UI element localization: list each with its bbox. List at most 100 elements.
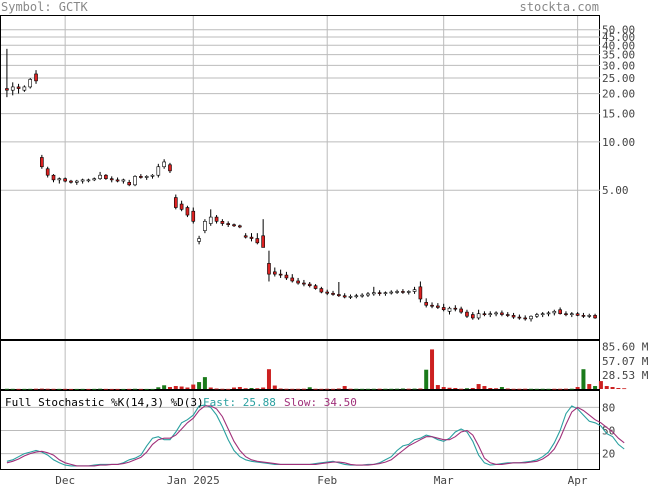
volume-bar bbox=[529, 388, 534, 390]
volume-bar bbox=[232, 387, 237, 389]
candle-body bbox=[98, 174, 102, 179]
candle-body bbox=[226, 223, 231, 225]
volume-bar bbox=[610, 387, 615, 389]
candle-body bbox=[220, 221, 225, 224]
volume-tick-label: 28.53 M bbox=[602, 369, 649, 382]
candle-body bbox=[121, 179, 126, 182]
candle-body bbox=[296, 280, 300, 284]
candlesticks bbox=[5, 48, 597, 322]
volume-bar bbox=[505, 388, 510, 390]
price-tick-label: 50.00 bbox=[602, 24, 635, 37]
candle-body bbox=[366, 293, 370, 296]
volume-bar bbox=[237, 387, 242, 389]
volume-bar bbox=[138, 388, 143, 390]
volume-bar bbox=[34, 388, 39, 390]
candle-body bbox=[63, 178, 67, 182]
volume-bar bbox=[191, 384, 196, 389]
price-tick-label: 25.00 bbox=[602, 72, 635, 85]
volume-bar bbox=[464, 388, 469, 390]
candle-body bbox=[581, 315, 586, 317]
candle-body bbox=[546, 312, 551, 315]
price-tick-label: 35.00 bbox=[602, 49, 635, 62]
candle-body bbox=[69, 180, 73, 183]
candle-body bbox=[406, 291, 411, 293]
candle-body bbox=[517, 316, 522, 319]
candle-body bbox=[115, 179, 120, 182]
volume-bar bbox=[459, 388, 464, 390]
candle-body bbox=[74, 180, 79, 183]
price-panel-frame bbox=[0, 15, 600, 340]
candle-body bbox=[156, 166, 161, 176]
volume-bar bbox=[92, 388, 97, 390]
candle-body bbox=[593, 315, 597, 319]
candle-body bbox=[564, 313, 568, 316]
volume-bar bbox=[80, 388, 85, 390]
volume-bar bbox=[115, 388, 120, 390]
candle-body bbox=[441, 307, 446, 311]
volume-bar bbox=[197, 382, 202, 389]
volume-bar bbox=[476, 384, 481, 389]
candle-body bbox=[436, 305, 440, 308]
volume-panel-frame bbox=[0, 340, 600, 390]
candle-body bbox=[540, 313, 545, 316]
volume-bar bbox=[534, 388, 539, 390]
stochastic-fast-line bbox=[6, 404, 625, 467]
volume-bar bbox=[488, 388, 493, 389]
candle-body bbox=[360, 294, 364, 297]
candle-body bbox=[494, 312, 498, 315]
candle-body bbox=[16, 86, 21, 89]
candle-body bbox=[45, 168, 50, 176]
volume-bar bbox=[482, 386, 487, 389]
volume-bar bbox=[587, 384, 592, 389]
volume-bar bbox=[261, 387, 266, 389]
volume-bar bbox=[185, 387, 190, 389]
candle-body bbox=[179, 203, 184, 210]
candle-body bbox=[488, 313, 493, 316]
price-tick-label: 40.00 bbox=[602, 39, 635, 52]
volume-bar bbox=[255, 388, 260, 390]
candle-body bbox=[313, 285, 318, 289]
volume-bar bbox=[220, 388, 225, 390]
site-label: stockta.com bbox=[520, 0, 599, 14]
candle-body bbox=[144, 176, 149, 178]
stochastic-lines bbox=[6, 404, 625, 467]
candle-body bbox=[430, 304, 434, 307]
volume-bar bbox=[389, 388, 394, 390]
candle-body bbox=[208, 216, 213, 224]
candle-body bbox=[139, 176, 143, 178]
candle-body bbox=[319, 288, 324, 293]
volume-bar bbox=[383, 388, 388, 390]
stochastic-tick-label: 80 bbox=[602, 401, 615, 414]
volume-bar bbox=[249, 388, 254, 389]
candle-body bbox=[40, 157, 44, 168]
volume-bar bbox=[395, 388, 400, 390]
candle-body bbox=[150, 174, 155, 177]
candle-body bbox=[168, 164, 172, 172]
candle-body bbox=[214, 216, 219, 222]
volume-bar bbox=[162, 385, 167, 389]
volume-bar bbox=[28, 388, 33, 390]
candle-body bbox=[290, 277, 295, 282]
candle-body bbox=[552, 311, 557, 314]
candle-body bbox=[331, 292, 335, 295]
candle-body bbox=[51, 174, 56, 181]
volume-bar bbox=[342, 386, 347, 389]
volume-tick-label: 57.07 M bbox=[602, 355, 649, 368]
candle-body bbox=[191, 210, 196, 222]
symbol-label: Symbol: GCTK bbox=[1, 0, 88, 14]
volume-bar bbox=[103, 388, 108, 390]
candle-body bbox=[197, 238, 201, 242]
volume-bar bbox=[144, 388, 149, 390]
candle-body bbox=[284, 274, 289, 279]
volume-bar bbox=[499, 387, 504, 389]
volume-bar bbox=[412, 388, 417, 390]
candle-body bbox=[267, 263, 271, 275]
stochastic-title: Full Stochastic %K(14,3) %D(3) bbox=[5, 396, 204, 409]
candle-body bbox=[28, 79, 33, 88]
volume-bar bbox=[68, 388, 73, 390]
price-tick-label: 10.00 bbox=[602, 136, 635, 149]
candle-body bbox=[470, 314, 475, 319]
candle-body bbox=[104, 174, 108, 179]
volume-bars bbox=[4, 349, 627, 390]
candle-body bbox=[325, 291, 330, 294]
